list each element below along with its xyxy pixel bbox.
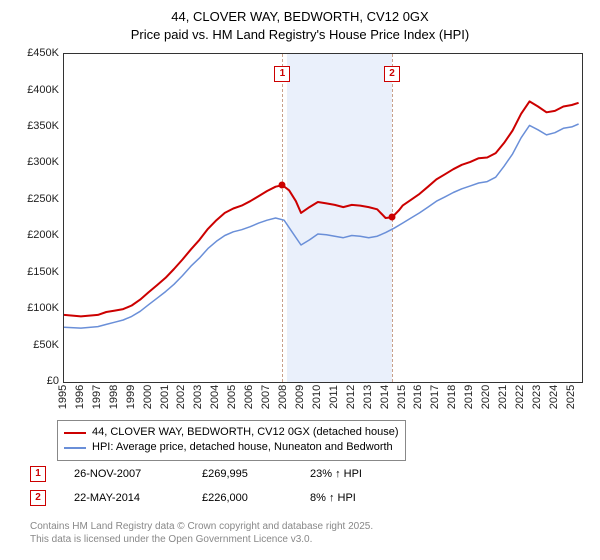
- y-tick-label: £450K: [15, 47, 59, 59]
- y-tick-label: £300K: [15, 156, 59, 168]
- x-tick-label: 2014: [379, 385, 391, 409]
- footer-attribution: Contains HM Land Registry data © Crown c…: [30, 520, 373, 546]
- sales-table: 1 26-NOV-2007 £269,995 23% ↑ HPI 2 22-MAY-201…: [30, 466, 362, 514]
- y-tick-label: £400K: [15, 84, 59, 96]
- x-tick-label: 2013: [362, 385, 374, 409]
- x-tick-label: 2005: [226, 385, 238, 409]
- x-tick-label: 1995: [57, 385, 69, 409]
- footer-line-1: Contains HM Land Registry data © Crown c…: [30, 520, 373, 533]
- sale-date: 22-MAY-2014: [74, 492, 174, 504]
- sale-box-1: 1: [274, 66, 290, 82]
- sale-price: £226,000: [202, 492, 282, 504]
- x-tick-label: 2009: [294, 385, 306, 409]
- title-line-2: Price paid vs. HM Land Registry's House …: [10, 26, 590, 44]
- sale-delta: 23% ↑ HPI: [310, 468, 362, 480]
- y-tick-label: £250K: [15, 193, 59, 205]
- x-tick-label: 2022: [514, 385, 526, 409]
- chart-title: 44, CLOVER WAY, BEDWORTH, CV12 0GX Price…: [10, 8, 590, 43]
- legend-label: 44, CLOVER WAY, BEDWORTH, CV12 0GX (deta…: [92, 425, 399, 440]
- y-tick-label: £0: [15, 375, 59, 387]
- x-tick-label: 2011: [328, 385, 340, 409]
- x-tick-label: 2008: [277, 385, 289, 409]
- y-tick-label: £100K: [15, 302, 59, 314]
- legend-row: HPI: Average price, detached house, Nune…: [64, 440, 399, 455]
- legend-swatch: [64, 432, 86, 434]
- x-tick-label: 2010: [311, 385, 323, 409]
- sale-price: £269,995: [202, 468, 282, 480]
- chart-svg: [64, 54, 582, 382]
- x-tick-label: 2012: [345, 385, 357, 409]
- legend-swatch: [64, 447, 86, 449]
- title-line-1: 44, CLOVER WAY, BEDWORTH, CV12 0GX: [10, 8, 590, 26]
- x-tick-label: 2015: [396, 385, 408, 409]
- x-tick-label: 2018: [446, 385, 458, 409]
- legend-label: HPI: Average price, detached house, Nune…: [92, 440, 393, 455]
- plot-region: 1 2: [63, 53, 583, 383]
- x-tick-label: 2016: [412, 385, 424, 409]
- sale-number-box: 1: [30, 466, 46, 482]
- sale-marker-2: [389, 214, 396, 221]
- y-tick-label: £200K: [15, 229, 59, 241]
- x-tick-label: 2006: [243, 385, 255, 409]
- x-tick-label: 2002: [175, 385, 187, 409]
- x-tick-label: 1996: [74, 385, 86, 409]
- x-tick-label: 1998: [108, 385, 120, 409]
- x-tick-label: 1997: [91, 385, 103, 409]
- legend-row: 44, CLOVER WAY, BEDWORTH, CV12 0GX (deta…: [64, 425, 399, 440]
- y-tick-label: £50K: [15, 339, 59, 351]
- x-tick-label: 2023: [531, 385, 543, 409]
- x-tick-label: 2003: [192, 385, 204, 409]
- sale-marker-1: [279, 182, 286, 189]
- x-tick-label: 2020: [480, 385, 492, 409]
- sale-record-row: 1 26-NOV-2007 £269,995 23% ↑ HPI: [30, 466, 362, 482]
- x-tick-label: 2004: [209, 385, 221, 409]
- sale-record-row: 2 22-MAY-2014 £226,000 8% ↑ HPI: [30, 490, 362, 506]
- x-tick-label: 2007: [260, 385, 272, 409]
- x-tick-label: 2019: [463, 385, 475, 409]
- x-tick-label: 2021: [497, 385, 509, 409]
- x-tick-label: 2024: [548, 385, 560, 409]
- x-tick-label: 2000: [142, 385, 154, 409]
- series-price_paid: [64, 101, 579, 316]
- footer-line-2: This data is licensed under the Open Gov…: [30, 533, 373, 546]
- sale-box-2: 2: [384, 66, 400, 82]
- sale-number-box: 2: [30, 490, 46, 506]
- y-tick-label: £150K: [15, 266, 59, 278]
- chart-area: £0 £50K £100K £150K £200K £250K £300K £350K £400…: [15, 49, 585, 419]
- x-tick-label: 2001: [159, 385, 171, 409]
- x-tick-label: 2017: [429, 385, 441, 409]
- y-tick-label: £350K: [15, 120, 59, 132]
- sale-date: 26-NOV-2007: [74, 468, 174, 480]
- x-tick-label: 1999: [125, 385, 137, 409]
- sale-delta: 8% ↑ HPI: [310, 492, 356, 504]
- x-tick-label: 2025: [565, 385, 577, 409]
- legend: 44, CLOVER WAY, BEDWORTH, CV12 0GX (deta…: [57, 420, 406, 461]
